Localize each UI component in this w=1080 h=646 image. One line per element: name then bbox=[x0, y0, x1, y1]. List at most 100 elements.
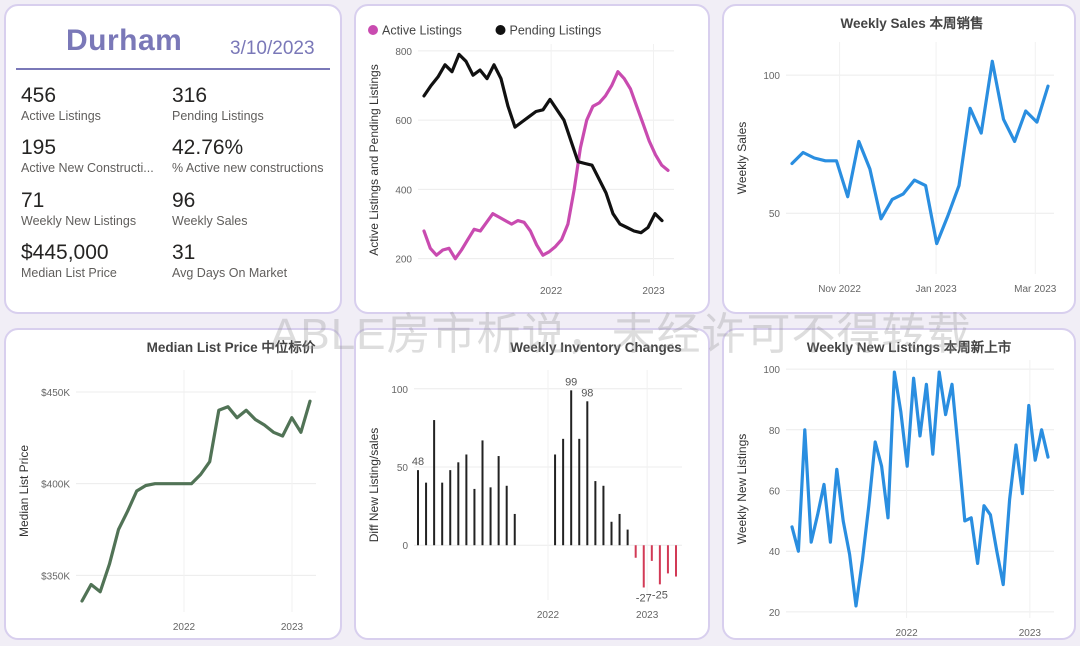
chart-title: Median List Price 中位标价 bbox=[147, 339, 316, 355]
kpi-value: 316 bbox=[172, 84, 208, 107]
bar bbox=[570, 390, 573, 546]
x-tick-label: 2023 bbox=[642, 286, 665, 297]
median-price-card: Median List Price 中位标价 Median List Price $… bbox=[4, 328, 342, 640]
data-label: 98 bbox=[581, 387, 593, 399]
y-tick-label: 0 bbox=[402, 541, 408, 552]
bar bbox=[602, 485, 605, 546]
x-tick-label: 2023 bbox=[281, 622, 304, 633]
legend-marker bbox=[368, 25, 378, 35]
y-axis-label: Median List Price bbox=[17, 445, 31, 537]
data-label: -25 bbox=[652, 589, 668, 601]
kpi-label: Avg Days On Market bbox=[172, 266, 288, 280]
data-label: 99 bbox=[565, 376, 577, 388]
y-tick-label: 400 bbox=[395, 185, 412, 196]
series-line-median-list-price bbox=[80, 399, 312, 603]
bar bbox=[562, 438, 565, 546]
legend-label: Active Listings bbox=[382, 24, 462, 38]
y-tick-label: 80 bbox=[769, 426, 781, 437]
y-tick-label: 20 bbox=[769, 608, 781, 619]
bar bbox=[473, 488, 476, 546]
chart-title: Weekly Sales 本周销售 bbox=[840, 15, 983, 31]
bar bbox=[425, 482, 428, 546]
x-tick-label: 2022 bbox=[540, 286, 563, 297]
y-tick-label: 40 bbox=[769, 547, 781, 558]
bar bbox=[578, 438, 581, 546]
y-tick-label: 800 bbox=[395, 47, 412, 58]
bar bbox=[457, 462, 460, 546]
listings-line-chart: Active Listings and Pending Listings 200 4… bbox=[367, 24, 674, 297]
y-axis-label: Weekly Sales bbox=[735, 122, 749, 194]
data-label: -27 bbox=[636, 592, 652, 604]
legend-marker bbox=[495, 25, 506, 35]
bar bbox=[658, 545, 661, 585]
kpi-weekly-new-listings: 71 Weekly New Listings bbox=[21, 189, 171, 229]
weekly-sales-card: Weekly Sales 本周销售 Weekly Sales 50 100 Nov 20… bbox=[722, 4, 1076, 314]
bar bbox=[594, 481, 597, 546]
kpi-label: Active New Constructi... bbox=[21, 161, 154, 175]
title-divider bbox=[16, 68, 330, 70]
y-tick-label: 60 bbox=[769, 487, 781, 498]
bar bbox=[554, 454, 557, 546]
bar bbox=[642, 545, 645, 588]
median-price-line-chart: Median List Price 中位标价 Median List Price $… bbox=[17, 339, 316, 633]
y-axis-label: Weekly New Listings bbox=[735, 434, 749, 544]
weekly-sales-line-chart: Weekly Sales 本周销售 Weekly Sales 50 100 Nov 20… bbox=[735, 15, 1057, 295]
series-line-weekly-new-listings bbox=[790, 370, 1050, 608]
bar bbox=[586, 401, 589, 546]
series-line-weekly-sales bbox=[790, 59, 1050, 246]
kpi-median-list-price: $445,000 Median List Price bbox=[21, 241, 171, 281]
kpi-label: Active Listings bbox=[21, 109, 101, 123]
kpi-label: % Active new constructions bbox=[172, 161, 324, 175]
x-tick-label: 2022 bbox=[173, 622, 196, 633]
series-line-active-listings bbox=[422, 70, 670, 261]
kpi-value: 96 bbox=[172, 189, 196, 212]
y-tick-label: 600 bbox=[395, 116, 412, 127]
inventory-changes-card: Weekly Inventory Changes Diff New Listing… bbox=[354, 328, 710, 640]
y-axis-label: Active Listings and Pending Listings bbox=[367, 64, 381, 255]
bar bbox=[505, 485, 508, 546]
kpi-label: Median List Price bbox=[21, 266, 117, 280]
kpi-value: 42.76% bbox=[172, 136, 244, 159]
bar bbox=[650, 545, 653, 561]
kpi-card: Durham 3/10/2023 456 Active Listings 316… bbox=[4, 4, 342, 314]
series-line-pending-listings bbox=[422, 52, 664, 235]
bar bbox=[441, 482, 444, 546]
new-listings-line-chart: Weekly New Listings 本周新上市 Weekly New List… bbox=[735, 339, 1054, 639]
bar bbox=[481, 440, 484, 546]
bar bbox=[433, 420, 436, 546]
y-tick-label: $450K bbox=[41, 388, 70, 399]
x-tick-label: Nov 2022 bbox=[818, 284, 861, 295]
kpi-active-new-construction: 195 Active New Constructi... bbox=[21, 136, 161, 176]
kpi-value: $445,000 bbox=[21, 241, 109, 264]
y-tick-label: 100 bbox=[763, 365, 780, 376]
y-tick-label: 50 bbox=[769, 209, 781, 220]
kpi-weekly-sales: 96 Weekly Sales bbox=[172, 189, 322, 229]
bar bbox=[618, 513, 621, 546]
kpi-pending-listings: 316 Pending Listings bbox=[172, 84, 322, 124]
bar bbox=[634, 545, 637, 558]
kpi-pct-new-construction: 42.76% % Active new constructions bbox=[172, 136, 337, 176]
new-listings-card: Weekly New Listings 本周新上市 Weekly New List… bbox=[722, 328, 1076, 640]
y-tick-label: 100 bbox=[391, 385, 408, 396]
y-tick-label: 100 bbox=[763, 71, 780, 82]
listings-chart-card: Active Listings and Pending Listings 200 4… bbox=[354, 4, 710, 314]
bar bbox=[449, 470, 452, 546]
kpi-value: 31 bbox=[172, 241, 196, 264]
x-tick-label: Jan 2023 bbox=[916, 284, 958, 295]
kpi-label: Weekly Sales bbox=[172, 214, 248, 228]
x-tick-label: 2022 bbox=[895, 628, 918, 639]
y-tick-label: 50 bbox=[397, 463, 409, 474]
bar bbox=[489, 487, 492, 546]
kpi-label: Weekly New Listings bbox=[21, 214, 137, 228]
y-tick-label: $400K bbox=[41, 480, 70, 491]
x-tick-label: 2023 bbox=[1019, 628, 1042, 639]
chart-title: Weekly New Listings 本周新上市 bbox=[807, 339, 1012, 355]
city-title: Durham bbox=[66, 24, 183, 57]
y-tick-label: $350K bbox=[41, 571, 70, 582]
kpi-value: 195 bbox=[21, 136, 57, 159]
kpi-avg-days-on-market: 31 Avg Days On Market bbox=[172, 241, 322, 281]
kpi-label: Pending Listings bbox=[172, 109, 264, 123]
kpi-value: 71 bbox=[21, 189, 45, 212]
y-axis-label: Diff New Listing/sales bbox=[367, 428, 381, 543]
y-tick-label: 200 bbox=[395, 255, 412, 266]
